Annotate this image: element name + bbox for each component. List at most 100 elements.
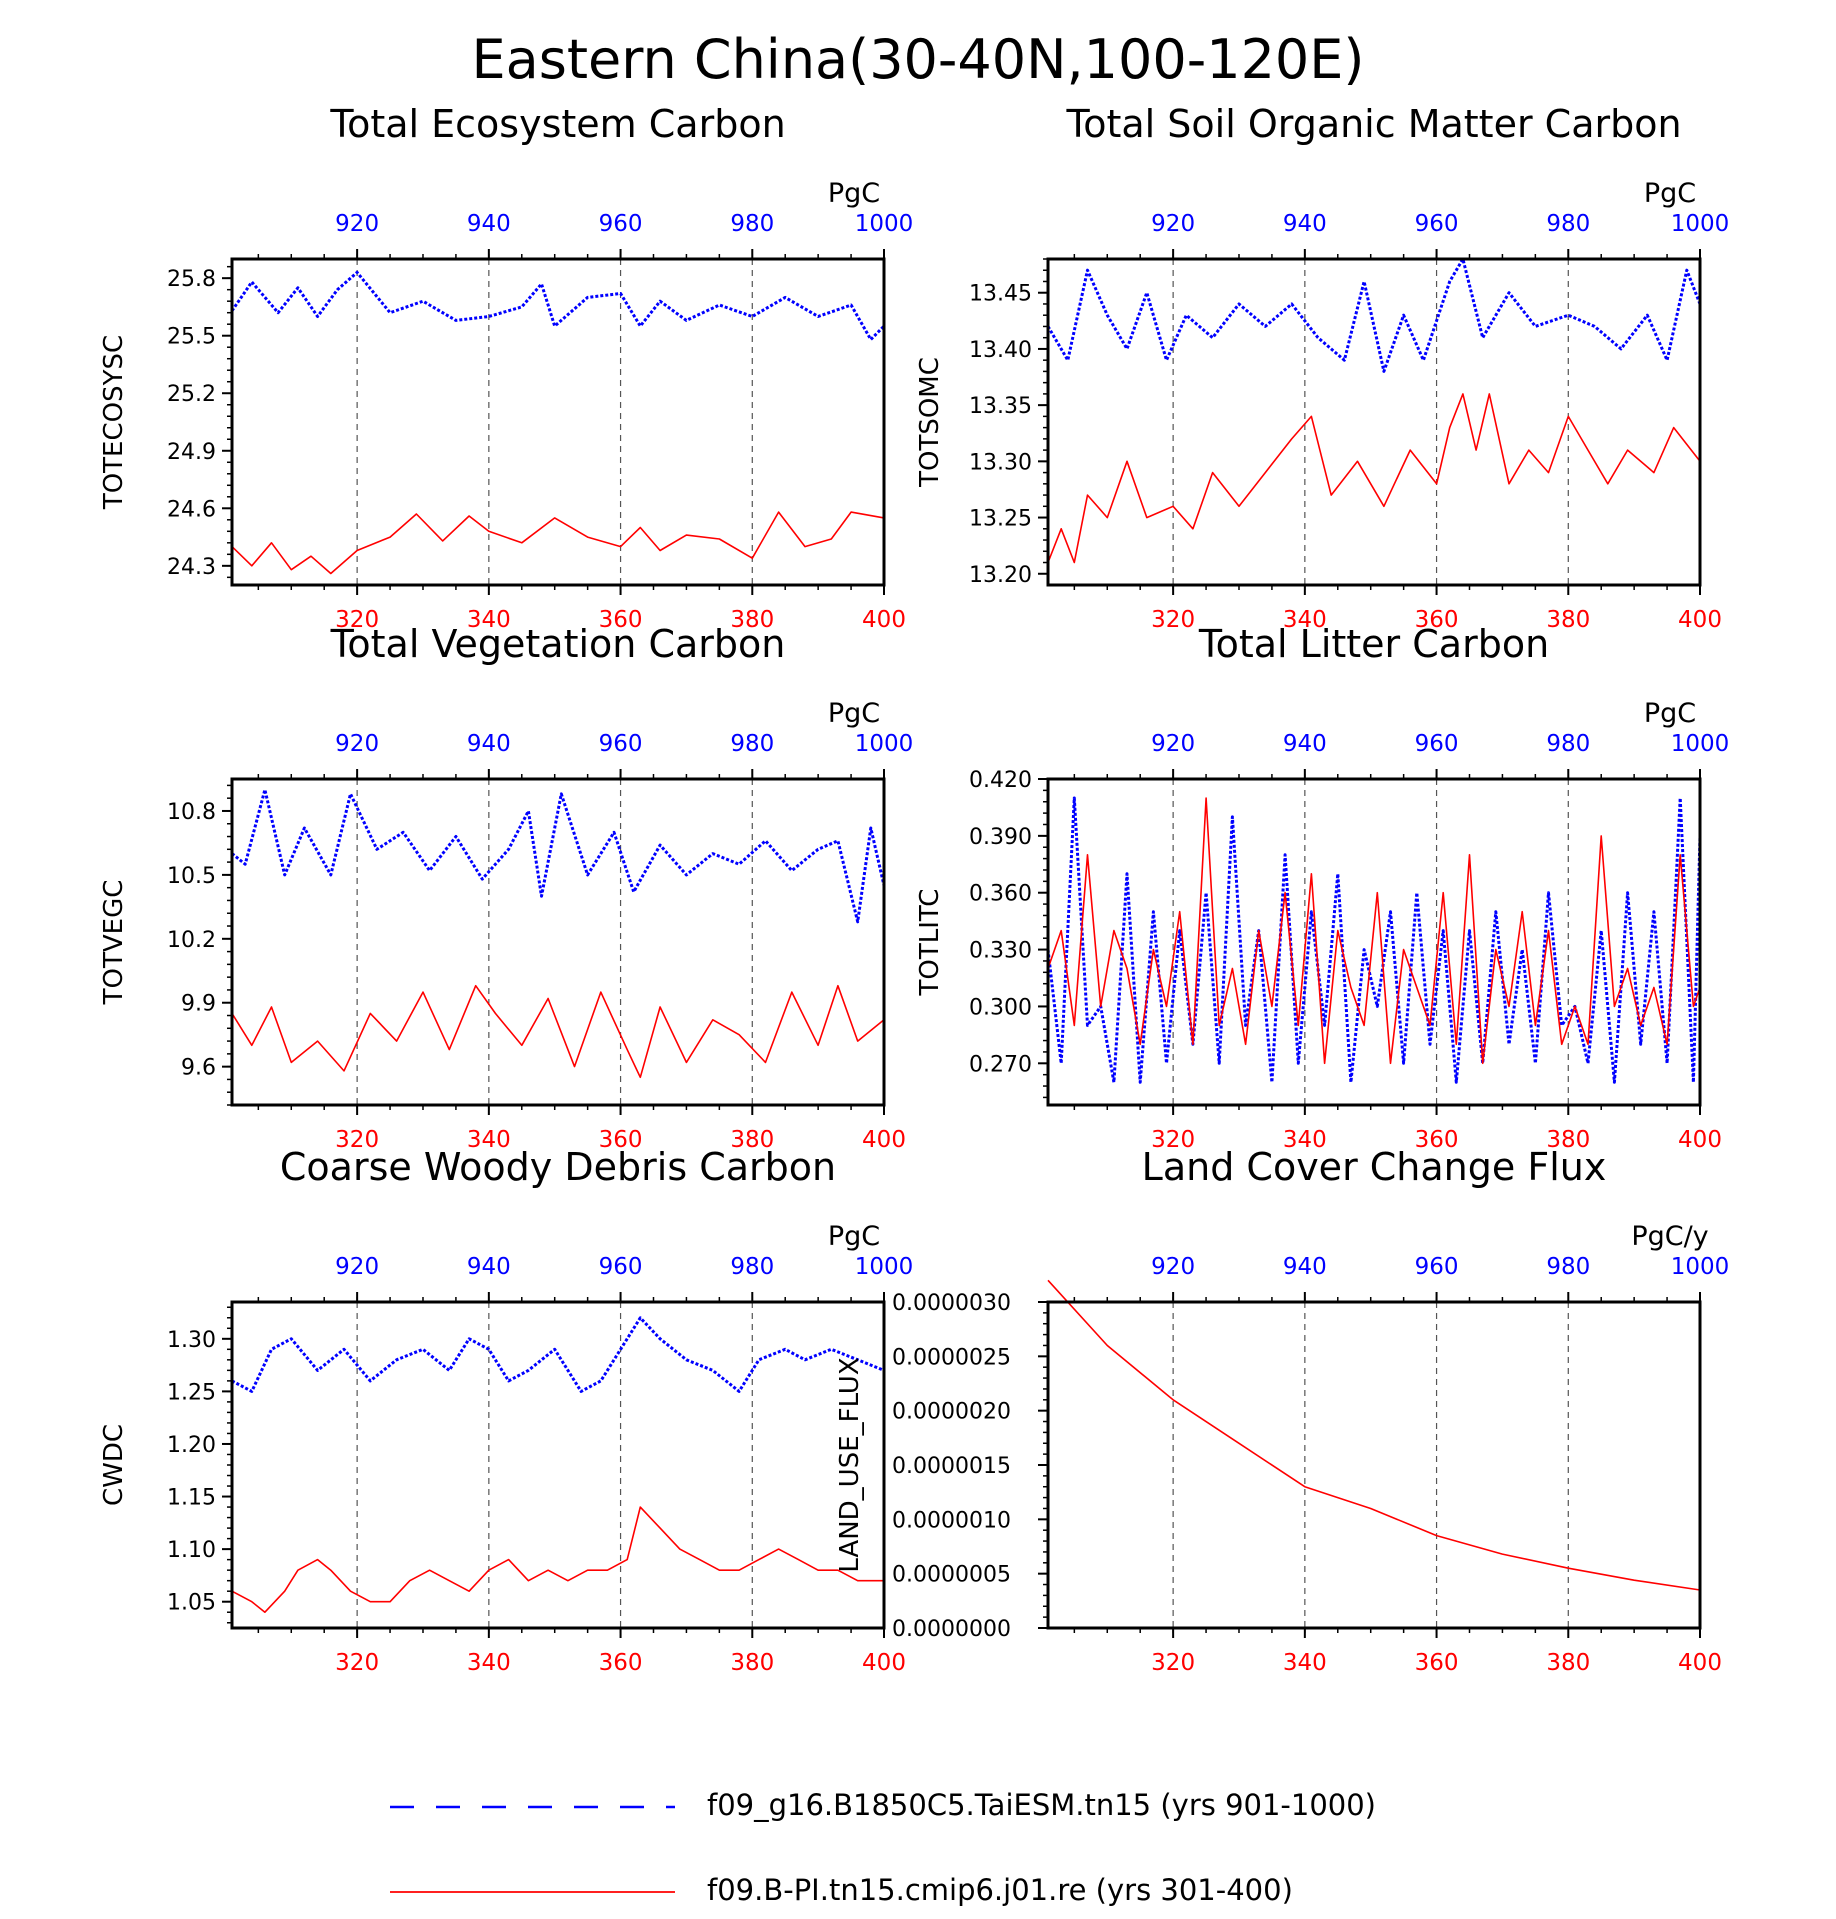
units-label: PgC [828,178,880,209]
x-tick-label-top: 940 [1283,731,1327,757]
series-line-taiesm [230,270,886,341]
x-tick-label-top: 960 [599,1254,643,1280]
legend-label-1: f09_g16.B1850C5.TaiESM.tn15 (yrs 901-100… [707,1788,1376,1822]
x-tick-label-bottom: 340 [467,1127,511,1153]
y-tick-label: 25.5 [167,325,216,350]
x-tick-label-top: 960 [1415,211,1459,237]
chart-panel-2: Total Soil Organic Matter Carbon PgC 13.20… [915,102,1729,633]
x-tick-label-top: 940 [467,731,511,757]
x-tick-label-bottom: 360 [1415,607,1459,633]
y-tick-label: 0.0000020 [892,1400,1011,1425]
series-line-taiesm [231,788,886,924]
chart-panel-5: Coarse Woody Debris Carbon PgC 1.05 1.10 1.1… [99,1145,913,1676]
y-axis-label: TOTVEGC [99,880,129,1006]
x-tick-label-top: 940 [1283,1254,1327,1280]
y-tick-label: 0.360 [969,882,1032,907]
x-tick-label-top: 1000 [1671,731,1730,757]
y-tick-label: 0.0000025 [892,1345,1011,1370]
y-tick-label: 13.40 [969,338,1032,363]
x-tick-label-top: 1000 [855,1254,914,1280]
x-tick-label-top: 920 [335,1254,379,1280]
x-tick-label-top: 960 [599,211,643,237]
y-tick-label: 9.6 [181,1056,216,1081]
x-tick-label-top: 980 [730,731,774,757]
y-tick-label: 10.2 [167,928,216,953]
x-tick-label-bottom: 340 [467,1650,511,1676]
x-tick-label-top: 920 [335,731,379,757]
x-tick-label-top: 980 [1546,1254,1590,1280]
x-tick-label-bottom: 400 [862,1127,906,1153]
y-tick-label: 1.10 [167,1538,216,1563]
plot-frame [230,777,886,1107]
x-tick-label-top: 940 [467,211,511,237]
y-tick-label: 0.0000005 [892,1563,1011,1588]
y-tick-label: 9.9 [181,992,216,1017]
series-line-taiesm [231,1316,885,1393]
x-tick-label-top: 920 [1151,1254,1195,1280]
series-line-cmip6 [1047,1279,1701,1591]
chart-panel-3: Total Vegetation Carbon PgC 9.6 9.9 10.2 10.5… [99,622,913,1153]
x-tick-label-bottom: 320 [1151,1650,1195,1676]
y-tick-label: 0.0000015 [892,1454,1011,1479]
x-tick-label-top: 980 [730,211,774,237]
x-tick-label-bottom: 380 [730,1127,774,1153]
panel-title: Total Ecosystem Carbon [329,102,785,146]
y-axis-label: LAND_USE_FLUX [835,1357,865,1572]
y-tick-label: 0.0000030 [892,1291,1011,1316]
panel-title: Total Litter Carbon [1198,622,1549,666]
plot-frame [1046,777,1702,1107]
x-tick-label-top: 920 [1151,731,1195,757]
panel-title: Total Vegetation Carbon [330,622,786,666]
series-line-taiesm [1046,257,1702,373]
units-label: PgC [828,698,880,729]
y-tick-label: 24.3 [167,555,216,580]
series-line-cmip6 [231,984,885,1079]
x-tick-label-bottom: 400 [862,607,906,633]
y-axis-label: TOTECOSYSC [99,335,129,510]
x-tick-label-top: 1000 [855,731,914,757]
series-line-cmip6 [1047,797,1701,1065]
x-tick-label-top: 960 [1415,731,1459,757]
x-tick-label-top: 960 [1415,1254,1459,1280]
plot-frame [1046,1300,1702,1630]
series-line-taiesm [1046,796,1702,1084]
plot-frame [1046,257,1702,587]
y-tick-label: 0.0000000 [892,1617,1011,1642]
y-axis-label: TOTSOMC [915,357,945,488]
y-axis-label: TOTLITC [915,889,945,997]
y-tick-label: 13.20 [969,563,1032,588]
legend-label-2: f09.B-PI.tn15.cmip6.j01.re (yrs 301-400) [707,1873,1293,1907]
y-tick-label: 0.270 [969,1052,1032,1077]
x-tick-label-bottom: 380 [1546,1127,1590,1153]
x-tick-label-top: 1000 [855,211,914,237]
x-tick-label-bottom: 400 [1678,1650,1722,1676]
chart-panels: Total Ecosystem Carbon PgC 24.3 24.6 24.9 25.… [99,102,1729,1676]
x-tick-label-top: 920 [335,211,379,237]
panel-title: Coarse Woody Debris Carbon [280,1145,836,1189]
x-tick-label-bottom: 360 [599,1650,643,1676]
y-tick-label: 13.35 [969,394,1032,419]
panel-title: Total Soil Organic Matter Carbon [1065,102,1681,146]
x-tick-label-top: 920 [1151,211,1195,237]
y-tick-label: 13.45 [969,282,1032,307]
x-tick-label-top: 940 [467,1254,511,1280]
x-tick-label-bottom: 320 [335,1650,379,1676]
panel-title: Land Cover Change Flux [1142,1145,1607,1189]
x-tick-label-top: 980 [1546,731,1590,757]
y-tick-label: 0.420 [969,768,1032,793]
y-tick-label: 10.5 [167,864,216,889]
units-label: PgC [1644,698,1696,729]
x-tick-label-bottom: 340 [1283,1127,1327,1153]
x-tick-label-bottom: 320 [335,1127,379,1153]
x-tick-label-top: 940 [1283,211,1327,237]
y-tick-label: 1.15 [167,1486,216,1511]
chart-panel-4: Total Litter Carbon PgC 0.270 0.300 0.330 0.3… [915,622,1729,1153]
units-label: PgC [1644,178,1696,209]
x-tick-label-bottom: 380 [1546,607,1590,633]
x-tick-label-bottom: 380 [1546,1650,1590,1676]
y-tick-label: 1.25 [167,1380,216,1405]
chart-panel-1: Total Ecosystem Carbon PgC 24.3 24.6 24.9 25.… [99,102,913,633]
units-label: PgC [828,1221,880,1252]
x-tick-label-top: 980 [730,1254,774,1280]
